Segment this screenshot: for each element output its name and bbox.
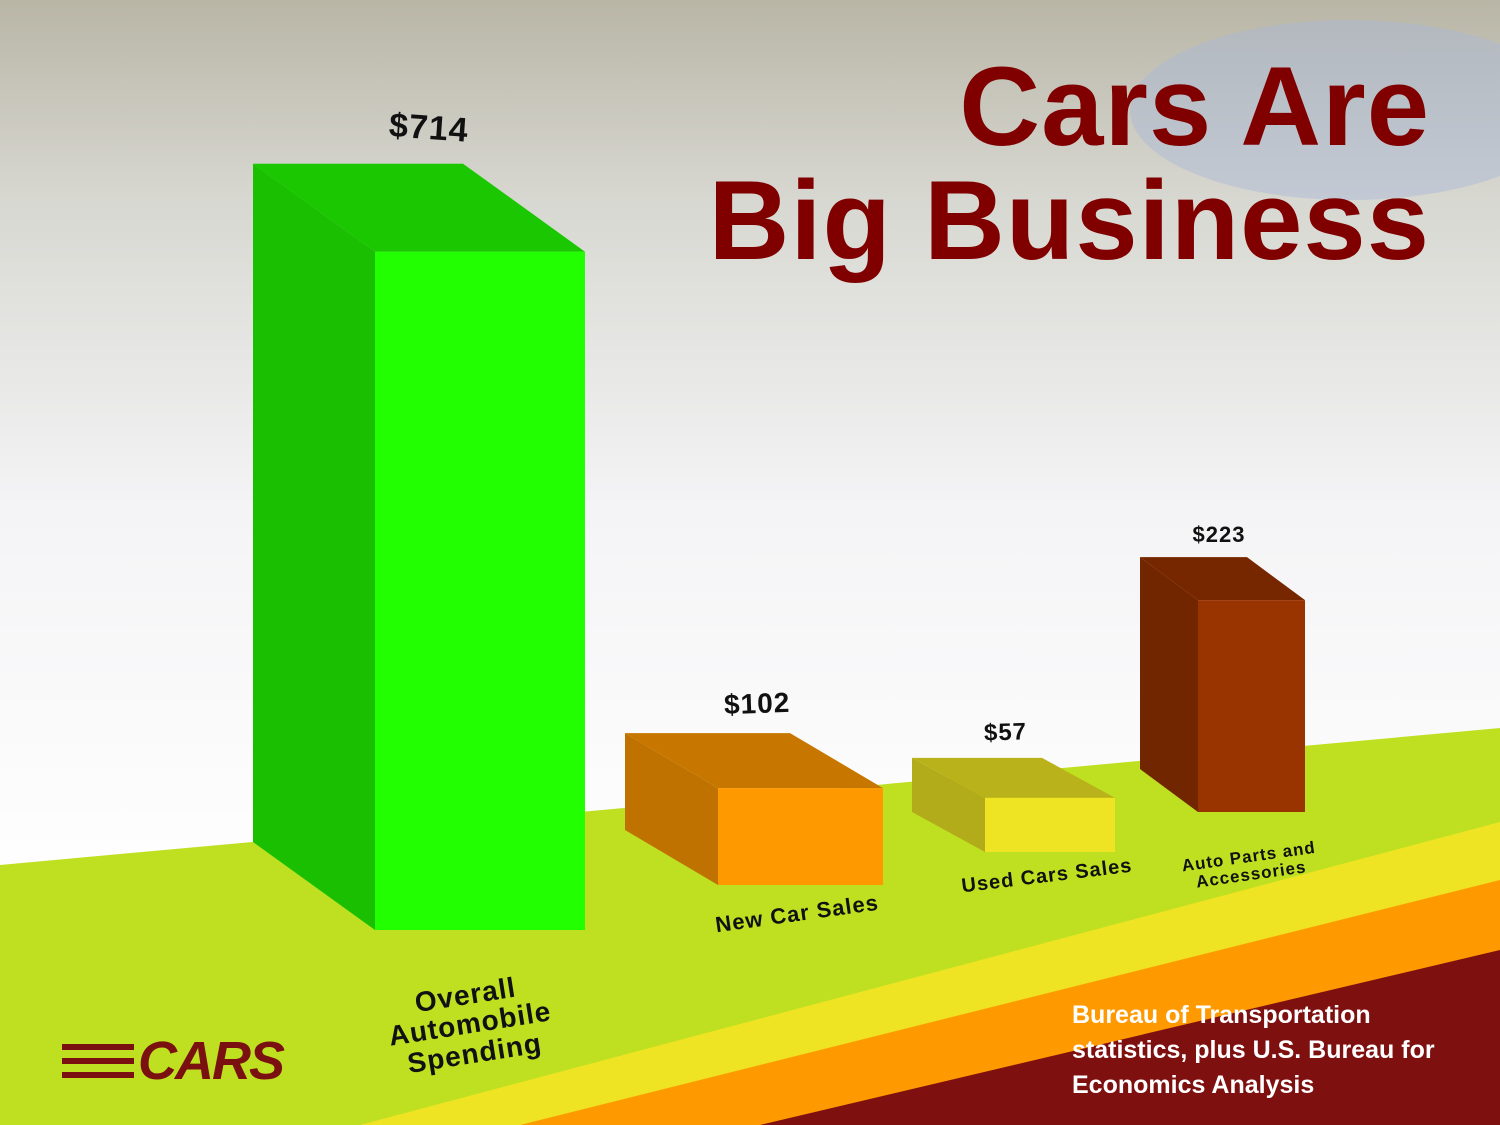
bar-top-shade	[1140, 557, 1305, 601]
value-label: $223	[1192, 521, 1246, 547]
value-label: $102	[723, 687, 791, 721]
logo-line	[62, 1072, 134, 1078]
title: Cars Are Big Business	[708, 44, 1430, 283]
bar-top-shade	[253, 163, 585, 252]
source-note: Bureau of Transportation statistics, plu…	[1072, 1001, 1435, 1099]
bars	[253, 163, 1305, 930]
bar-side	[625, 733, 718, 885]
bar-top	[253, 163, 585, 252]
bar	[718, 788, 883, 885]
bar	[1198, 600, 1305, 812]
bar-side-shade	[253, 163, 375, 930]
bar-side-shade	[912, 757, 985, 852]
logo-line	[62, 1058, 134, 1064]
maroon-stripe	[760, 950, 1500, 1125]
bar-top	[625, 733, 883, 789]
bar-side	[912, 757, 985, 852]
value-label: $57	[983, 718, 1027, 748]
bar-side	[253, 163, 375, 930]
bar-top-shade	[625, 733, 883, 789]
logo-lines	[62, 1044, 134, 1078]
bar	[375, 251, 585, 930]
bar	[985, 797, 1115, 852]
bar-top	[1140, 557, 1305, 601]
bar-side	[1140, 557, 1198, 812]
bar-top	[912, 757, 1115, 798]
bar-top-shade	[912, 757, 1115, 798]
sky-patch	[1130, 20, 1500, 200]
bar-side-shade	[1140, 557, 1198, 812]
value-label: $714	[387, 106, 470, 151]
logo: CARS	[138, 1031, 285, 1091]
logo-line	[62, 1044, 134, 1050]
bar-side-shade	[625, 733, 718, 885]
